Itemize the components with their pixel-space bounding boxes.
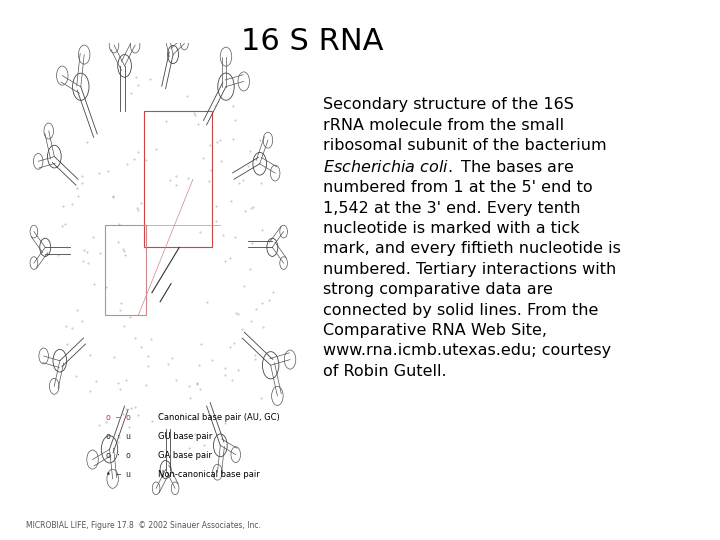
Text: 16 S RNA: 16 S RNA	[241, 27, 384, 56]
Text: Non-canonical base pair: Non-canonical base pair	[158, 470, 259, 480]
Text: Canonical base pair (AU, GC): Canonical base pair (AU, GC)	[158, 413, 279, 422]
Text: o · o: o · o	[106, 451, 131, 461]
Text: o — o: o — o	[106, 413, 131, 422]
Text: MICROBIAL LIFE, Figure 17.8  © 2002 Sinauer Associates, Inc.: MICROBIAL LIFE, Figure 17.8 © 2002 Sinau…	[26, 521, 261, 530]
Bar	[144, 111, 212, 247]
Text: o · u: o · u	[106, 433, 131, 441]
Text: GU base pair: GU base pair	[158, 433, 212, 441]
Bar	[105, 225, 146, 315]
Text: • — u: • — u	[106, 470, 131, 480]
Text: Secondary structure of the 16S
rRNA molecule from the small
ribosomal subunit of: Secondary structure of the 16S rRNA mole…	[323, 97, 621, 379]
Text: GA base pair: GA base pair	[158, 451, 212, 461]
